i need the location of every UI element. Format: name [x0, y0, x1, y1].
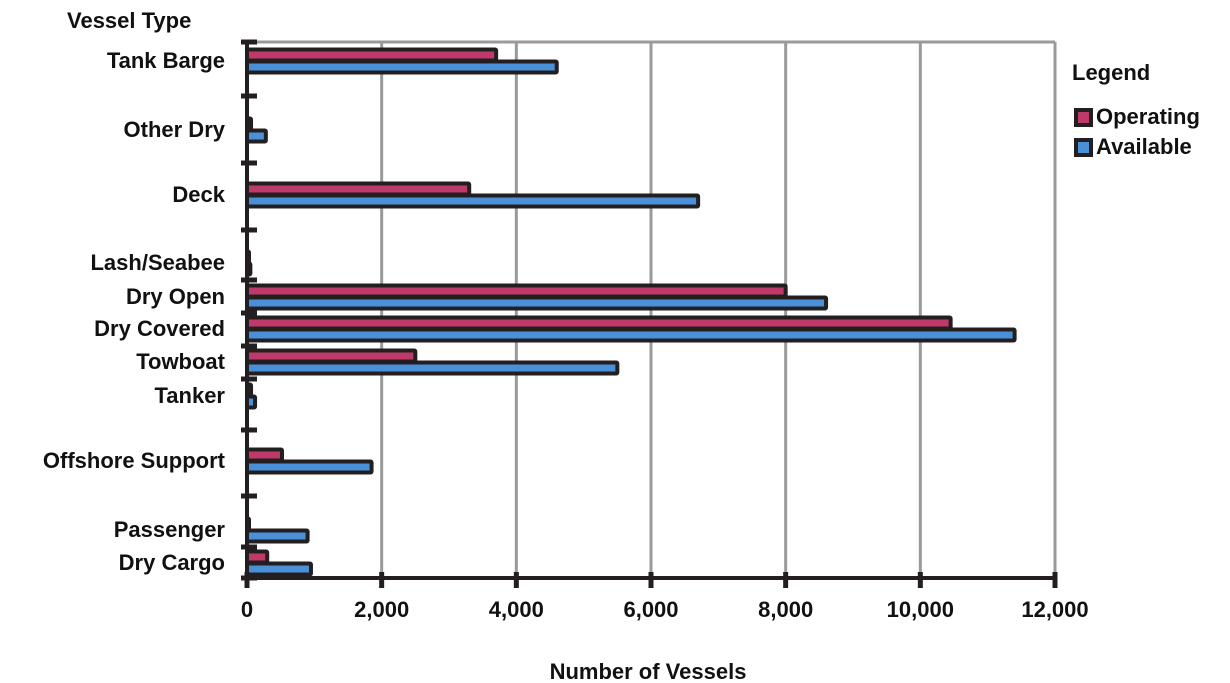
y-tick-label: Dry Open	[126, 284, 225, 309]
y-axis-title: Vessel Type	[67, 8, 191, 33]
x-tick-label: 2,000	[354, 597, 409, 622]
bar-available-deck	[245, 193, 701, 209]
x-tick-label: 12,000	[1021, 597, 1088, 622]
y-tick-label: Towboat	[136, 349, 225, 374]
y-tick-label: Passenger	[114, 517, 226, 542]
legend: Legend Operating Available	[1072, 60, 1200, 162]
x-tick-label: 0	[241, 597, 253, 622]
axes	[241, 39, 1058, 588]
y-tick-label: Tank Barge	[107, 48, 225, 73]
x-tick-label: 4,000	[489, 597, 544, 622]
bar-available-tank-barge	[245, 59, 559, 75]
bar-available-dry-cargo	[245, 561, 313, 577]
legend-title: Legend	[1072, 60, 1151, 85]
bar-available-dry-open	[245, 295, 829, 311]
bar-operating-deck	[245, 181, 472, 197]
x-tick-label: 10,000	[887, 597, 954, 622]
y-axis-labels: Tank Barge Other Dry Deck Lash/Seabee Dry Op…	[43, 48, 226, 575]
y-tick-label: Offshore Support	[43, 448, 226, 473]
y-tick-label: Other Dry	[124, 117, 226, 142]
x-axis-labels: 0 2,000 4,000 6,000 8,000 10,000 12,000	[241, 597, 1089, 622]
y-tick-label: Dry Cargo	[119, 550, 225, 575]
legend-item-operating: Operating	[1072, 102, 1200, 132]
x-axis-title: Number of Vessels	[550, 659, 747, 683]
bars	[245, 47, 1017, 577]
bar-available-other-dry	[245, 128, 268, 144]
bar-available-dry-covered	[245, 327, 1017, 343]
legend-item-available: Available	[1072, 132, 1200, 162]
x-tick-label: 8,000	[758, 597, 813, 622]
bar-available-towboat	[245, 360, 620, 376]
y-tick-label: Deck	[172, 182, 225, 207]
bar-operating-offshore-support	[245, 447, 285, 463]
legend-label-operating: Operating	[1096, 104, 1200, 129]
legend-label-available: Available	[1096, 134, 1192, 159]
bar-operating-dry-cargo	[245, 549, 270, 565]
bar-operating-dry-covered	[245, 315, 953, 331]
y-tick-label: Dry Covered	[94, 316, 225, 341]
x-tick-label: 6,000	[623, 597, 678, 622]
y-tick-label: Lash/Seabee	[90, 250, 225, 275]
bar-available-offshore-support	[245, 459, 374, 475]
legend-swatch-operating	[1074, 107, 1093, 127]
bar-available-passenger	[245, 528, 310, 544]
bar-operating-towboat	[245, 348, 418, 364]
bar-operating-dry-open	[245, 283, 788, 299]
bar-operating-tank-barge	[245, 47, 499, 63]
y-tick-label: Tanker	[154, 383, 225, 408]
grid	[247, 40, 1057, 578]
legend-swatch-available	[1074, 137, 1093, 157]
